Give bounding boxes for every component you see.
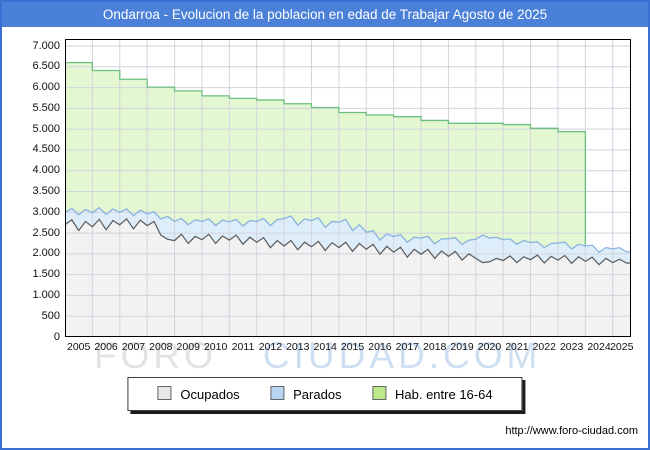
x-axis-tick-label: 2022: [532, 341, 556, 353]
x-axis-tick-label: 2016: [368, 341, 392, 353]
y-axis-tick-label: 4.500: [32, 143, 60, 156]
x-axis-tick-label: 2020: [477, 341, 502, 353]
x-axis-tick-label: 2017: [395, 341, 419, 353]
hab-16-64-line: [65, 61, 586, 246]
y-axis-tick-label: 4.000: [32, 164, 60, 177]
legend-item-hab-16-64: Hab. entre 16-64: [372, 385, 493, 402]
y-axis-tick-label: 7.000: [32, 39, 60, 52]
x-axis-tick-label: 2011: [231, 341, 255, 353]
parados-line: [65, 206, 631, 254]
x-axis-tick-label: 2018: [423, 341, 447, 353]
x-axis-tick-label: 2023: [559, 341, 584, 353]
population-area-chart: [65, 39, 631, 337]
x-axis-tick-label: 2005: [67, 341, 91, 353]
y-axis-tick-label: 6.000: [32, 81, 60, 94]
ocupados-swatch-icon: [157, 385, 172, 400]
watermark-part2: CIUDAD.COM: [262, 335, 542, 376]
y-axis-tick-label: 0: [53, 330, 60, 343]
y-axis-tick-label: 2.000: [32, 247, 60, 260]
y-axis-tick-label: 1.500: [32, 268, 60, 281]
hab-16-64-swatch-icon: [372, 385, 387, 400]
plot-frame: [65, 39, 631, 337]
chart-title: Ondarroa - Evolucion de la poblacion en …: [2, 2, 648, 27]
x-axis-tick-label: 2007: [121, 341, 146, 353]
watermark-part1: FORO: [94, 335, 217, 376]
x-axis-tick-label: 2025: [610, 341, 634, 353]
chart-area: FORO CIUDAD.COM 0 500 1.000 1.500 2.000 2.500 3…: [2, 27, 648, 448]
y-axis-tick-label: 5.500: [32, 101, 60, 114]
legend-label-ocupados: Ocupados: [180, 386, 240, 402]
x-axis-tick-label: 2014: [313, 341, 337, 353]
x-axis-tick-label: 2021: [505, 341, 529, 353]
legend-label-hab-16-64: Hab. entre 16-64: [395, 386, 493, 402]
foro-ciudad-link[interactable]: http://www.foro-ciudad.com: [505, 425, 638, 437]
y-axis-tick-label: 6.500: [32, 60, 60, 73]
x-axis-tick-label: 2024: [587, 341, 611, 353]
ocupados-line: [65, 218, 631, 266]
ocupados-area: [65, 218, 631, 337]
y-axis-tick-label: 3.000: [32, 205, 60, 218]
foro-ciudad-watermark: FORO CIUDAD.COM: [94, 335, 541, 377]
parados-swatch-icon: [270, 385, 285, 400]
y-axis-tick-label: 1.000: [32, 288, 60, 301]
legend-item-ocupados: Ocupados: [157, 385, 240, 402]
chart-legend: Ocupados Parados Hab. entre 16-64: [127, 377, 523, 411]
x-axis-tick-label: 2006: [94, 341, 118, 353]
x-axis-tick-label: 2010: [203, 341, 228, 353]
x-axis-tick-label: 2013: [286, 341, 310, 353]
y-axis-tick-label: 2.500: [32, 226, 60, 239]
y-axis-tick-label: 5.000: [32, 122, 60, 135]
legend-label-parados: Parados: [293, 386, 342, 402]
x-axis-tick-label: 2015: [340, 341, 365, 353]
x-axis-tick-label: 2009: [176, 341, 200, 353]
x-axis-tick-label: 2012: [258, 341, 283, 353]
legend-item-parados: Parados: [270, 385, 342, 402]
x-axis-tick-label: 2019: [450, 341, 474, 353]
y-axis-tick-label: 500: [41, 309, 60, 322]
x-axis-tick-label: 2008: [149, 341, 173, 353]
y-axis-tick-label: 3.500: [32, 185, 60, 197]
